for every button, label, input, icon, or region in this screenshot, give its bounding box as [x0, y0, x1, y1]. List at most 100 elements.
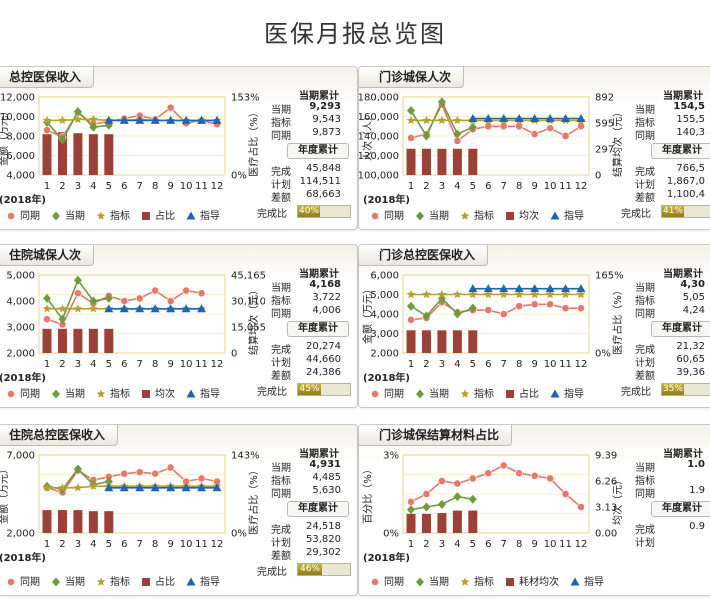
- data-point: [151, 469, 160, 478]
- x-tick-label: 10: [544, 181, 557, 192]
- y-tick-label: 3,000: [6, 323, 35, 334]
- summary-value: 4,006: [312, 305, 341, 316]
- summary-label: 指标: [271, 296, 291, 307]
- y-tick-label: 2,000: [370, 349, 399, 360]
- summary-value: 1.0: [687, 459, 705, 470]
- data-point: [104, 115, 114, 124]
- x-tick-label: 3: [439, 359, 445, 370]
- legend-label: 同期: [20, 211, 40, 222]
- chart-svg: 12,000 10,000 8,000 6,000 4,000 153% 0% 金额（万元） 医…: [0, 93, 260, 207]
- data-point: [484, 122, 493, 131]
- data-point: [468, 122, 477, 132]
- annual-value: 0.9: [689, 521, 705, 532]
- bar: [452, 510, 462, 533]
- annual-value: 1,867,0: [666, 176, 705, 187]
- y-tick-label: 2,000: [6, 349, 35, 360]
- legend-item: 当期: [414, 385, 449, 400]
- x-tick-label: 9: [531, 181, 537, 192]
- data-point: [212, 115, 222, 124]
- summary-label: 同期: [635, 489, 655, 500]
- data-point: [483, 289, 493, 299]
- data-point: [546, 124, 554, 133]
- completion-bar: 46%: [297, 563, 351, 576]
- legend-item: 占比: [140, 573, 175, 588]
- legend-label: 当期: [65, 389, 85, 400]
- legend-marker: [52, 389, 60, 399]
- legend-label: 指导: [200, 211, 220, 222]
- bar: [42, 328, 52, 353]
- x-tick-label: 7: [137, 359, 143, 370]
- data-point: [577, 503, 585, 511]
- x-tick-label: 2: [59, 539, 65, 550]
- summary-header: 当期累计: [299, 91, 339, 102]
- annual-label: 完成: [271, 345, 291, 356]
- legend-marker: [506, 390, 514, 398]
- legend-item: 当期: [50, 207, 85, 222]
- panel-title: 总控医保收入: [0, 67, 95, 88]
- x-tick-label: 2: [59, 181, 65, 192]
- legend-label: 同期: [20, 389, 40, 400]
- legend-item: 当期: [414, 573, 449, 588]
- data-point: [453, 289, 462, 299]
- data-point: [104, 293, 113, 303]
- summary-value: 155,5: [676, 114, 705, 125]
- summary-panel: 当期累计 当期 1.0 指标 同期 1.9 年度累计 完成 0.9 计划: [627, 445, 710, 591]
- chart-panel: 门诊总控医保收入 6,000 5,000 4,000 3,000 2,000 165% 0% 金…: [358, 244, 710, 408]
- legend-label: 占比: [155, 577, 175, 588]
- x-tick-label: 9: [167, 359, 173, 370]
- legend-marker: [7, 212, 15, 220]
- legend-marker: [416, 211, 424, 221]
- x-tick-label: 11: [195, 539, 208, 550]
- data-point: [119, 304, 129, 313]
- annual-label: 计划: [271, 180, 291, 191]
- data-point: [89, 114, 98, 124]
- data-point: [58, 115, 67, 125]
- data-point: [483, 113, 493, 122]
- data-point: [135, 115, 145, 124]
- data-point: [468, 284, 478, 293]
- summary-header: 当期累计: [299, 449, 339, 460]
- summary-label: 当期: [271, 283, 291, 294]
- data-point: [514, 289, 524, 299]
- summary-label: 同期: [271, 131, 291, 142]
- panel-title: 门诊城保结算材料占比: [359, 425, 513, 446]
- annual-label: 完成: [271, 525, 291, 536]
- bar: [57, 328, 67, 353]
- x-tick-label: 9: [531, 359, 537, 370]
- summary-value: 4,30: [680, 279, 705, 290]
- data-point: [181, 115, 191, 124]
- data-point: [197, 474, 206, 483]
- legend-item: 均次: [140, 385, 175, 400]
- summary-value: 5,05: [682, 292, 705, 303]
- x-tick-label: 4: [454, 181, 460, 192]
- x-tick-label: 9: [531, 539, 537, 550]
- x-tick-label: 8: [152, 359, 158, 370]
- y2-tick-label: 595: [595, 119, 614, 130]
- summary-value: 4,931: [309, 459, 341, 470]
- annual-value: 44,660: [306, 354, 341, 365]
- legend-marker: [142, 390, 150, 398]
- bar: [437, 330, 447, 353]
- data-point: [422, 311, 431, 321]
- annual-label: 差额: [271, 371, 291, 382]
- legend-label: 当期: [65, 577, 85, 588]
- y-tick-label: 160,000: [359, 112, 399, 123]
- legend-label: 当期: [429, 577, 449, 588]
- x-tick-label: 12: [575, 181, 588, 192]
- data-point: [58, 135, 67, 145]
- y2-tick-label: 165%: [595, 271, 624, 282]
- summary-label: 当期: [635, 283, 655, 294]
- data-point: [561, 490, 570, 498]
- summary-label: 当期: [271, 463, 291, 474]
- summary-panel: 当期累计 当期 4,168 指标 3,722 同期 4,006 年度累计 完成 20,274 计划 4…: [257, 265, 357, 403]
- completion-bar: 41%: [661, 205, 710, 218]
- summary-label: 指标: [271, 118, 291, 129]
- data-point: [42, 304, 52, 313]
- bar: [73, 133, 83, 175]
- legend-marker: [371, 578, 379, 586]
- bar: [421, 330, 431, 353]
- annual-label: 差额: [635, 371, 655, 382]
- annual-value: 39,36: [676, 367, 705, 378]
- data-point: [119, 483, 129, 492]
